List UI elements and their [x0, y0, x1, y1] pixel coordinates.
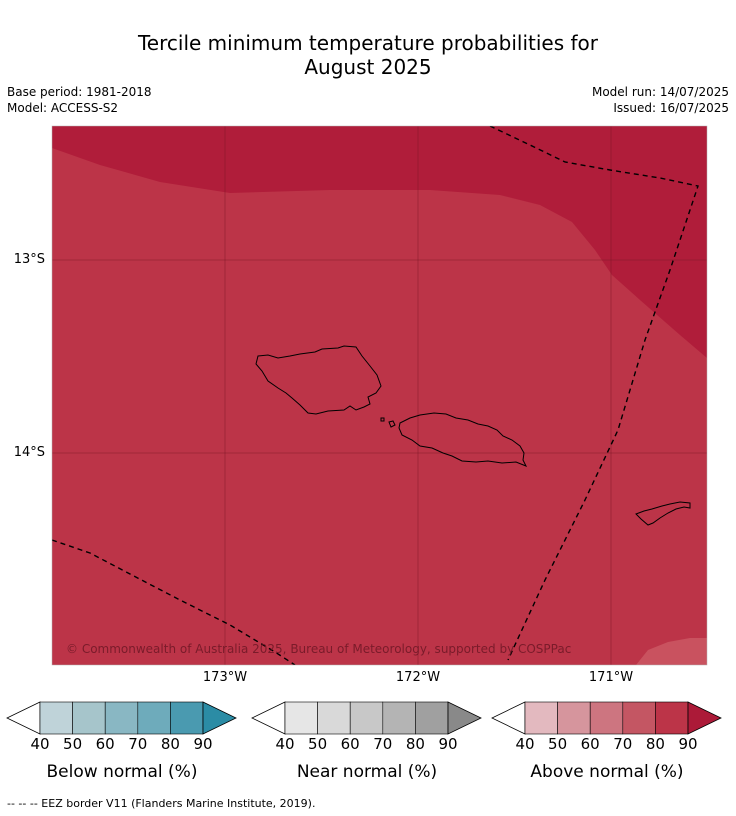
colorbar-near-bin-4 — [415, 701, 449, 735]
colorbar-below-tick: 80 — [160, 735, 180, 753]
region-above-70-bottom-right — [636, 638, 707, 665]
colorbar-near-bin-2 — [349, 701, 384, 735]
colorbar-below-bin-0 — [39, 701, 73, 735]
colorbar-above-bin-0 — [524, 701, 558, 735]
colorbar-below-tick: 70 — [128, 735, 148, 753]
colorbar-above-tick: 40 — [515, 735, 535, 753]
colorbar-below-tick: 90 — [193, 735, 213, 753]
colorbars — [6, 701, 722, 735]
issued-date: Issued: 16/07/2025 — [613, 101, 729, 115]
chart-title: Tercile minimum temperature probabilitie… — [0, 31, 736, 79]
colorbar-near — [251, 701, 482, 735]
map-frame — [51, 125, 708, 666]
eez-legend-footer: -- -- -- EEZ border V11 (Flanders Marine… — [7, 797, 316, 810]
colorbar-near-bin-3 — [382, 701, 416, 735]
colorbar-near-tick: 70 — [373, 735, 393, 753]
colorbar-above-tick: 60 — [580, 735, 600, 753]
copyright-text: © Commonwealth of Australia 2025, Bureau… — [66, 642, 571, 656]
colorbar-below-bin-4 — [170, 701, 204, 735]
colorbar-above-tick: 50 — [548, 735, 568, 753]
eez-border — [52, 126, 699, 665]
colorbar-near-tick: 80 — [405, 735, 425, 753]
colorbar-above-tick: 90 — [678, 735, 698, 753]
meta-right: Model run: 14/07/2025 Issued: 16/07/2025 — [592, 84, 729, 116]
title-line-1: Tercile minimum temperature probabilitie… — [137, 31, 599, 55]
colorbar-near-bin-0 — [284, 701, 318, 735]
colorbar-above-bin-3 — [622, 701, 656, 735]
colorbar-above — [491, 701, 722, 735]
title-line-2: August 2025 — [304, 55, 432, 79]
colorbar-above-bin-4 — [655, 701, 689, 735]
colorbar-near-min-extend — [251, 701, 286, 735]
model-run: Model run: 14/07/2025 — [591, 85, 729, 99]
island-upolu — [398, 412, 528, 467]
colorbar-near-tick: 60 — [340, 735, 360, 753]
colorbar-near-tick: 50 — [308, 735, 328, 753]
colorbar-below-tick: 40 — [30, 735, 50, 753]
colorbar-below-bin-1 — [72, 701, 106, 735]
base-period: Base period: 1981-2018 — [7, 85, 152, 99]
lon-label-172w: 172°W — [395, 670, 441, 685]
colorbar-near-max-extend — [447, 701, 482, 735]
island-savaii — [255, 345, 382, 415]
colorbar-near-label: Near normal (%) — [296, 762, 438, 782]
lat-label-14s: 14°S — [13, 445, 45, 460]
island-apolima — [388, 420, 396, 428]
colorbar-below-label: Below normal (%) — [46, 762, 198, 782]
colorbar-near-bin-1 — [317, 701, 351, 735]
island-tutuila — [635, 501, 691, 526]
colorbar-above-bin-2 — [589, 701, 624, 735]
graticule — [52, 126, 707, 665]
colorbar-below-max-extend — [202, 701, 237, 735]
island-manono — [380, 417, 385, 422]
colorbar-above-tick: 80 — [645, 735, 665, 753]
model-name: Model: ACCESS-S2 — [7, 101, 119, 115]
colorbar-above-tick: 70 — [613, 735, 633, 753]
colorbar-above-max-extend — [687, 701, 722, 735]
lat-label-13s: 13°S — [13, 252, 45, 267]
colorbar-near-tick: 40 — [275, 735, 295, 753]
island-outlines — [255, 345, 691, 526]
colorbar-below-tick: 60 — [95, 735, 115, 753]
region-above-90-top — [52, 126, 707, 358]
colorbar-below-tick: 50 — [63, 735, 83, 753]
colorbar-below-bin-2 — [104, 701, 139, 735]
lon-label-171w: 171°W — [588, 670, 634, 685]
lon-label-173w: 173°W — [202, 670, 248, 685]
colorbar-near-tick: 90 — [438, 735, 458, 753]
colorbar-below — [6, 701, 237, 735]
meta-left: Base period: 1981-2018 Model: ACCESS-S2 — [7, 84, 152, 116]
colorbar-below-bin-3 — [137, 701, 171, 735]
colorbar-above-min-extend — [491, 701, 526, 735]
map-area: © Commonwealth of Australia 2025, Bureau… — [52, 126, 707, 665]
colorbar-below-min-extend — [6, 701, 41, 735]
colorbar-above-bin-1 — [557, 701, 591, 735]
colorbar-above-label: Above normal (%) — [530, 762, 684, 782]
